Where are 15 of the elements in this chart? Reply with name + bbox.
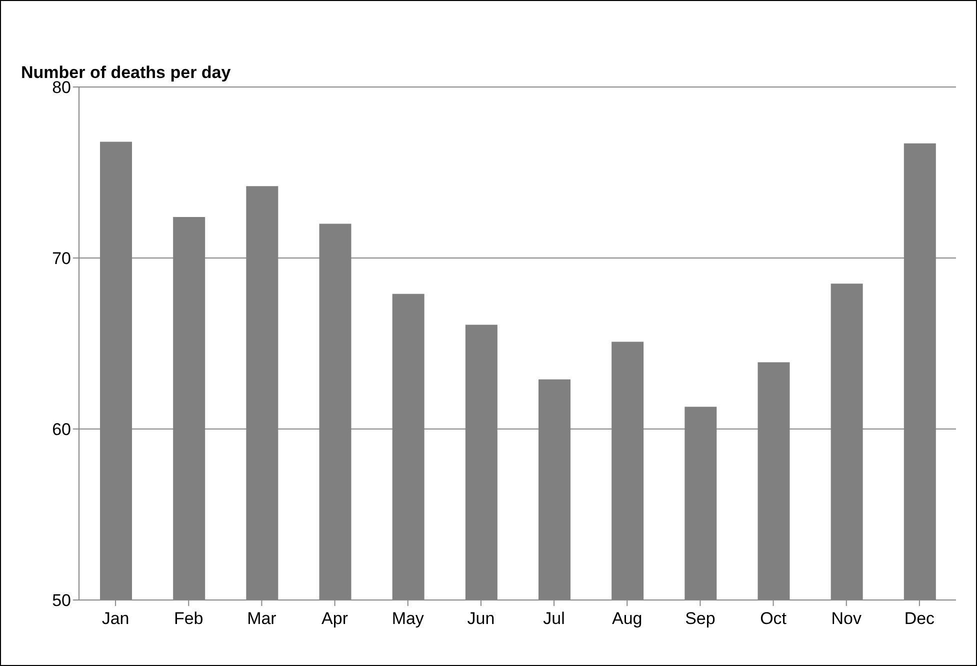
x-tick-label: Feb: [174, 609, 204, 628]
x-tick-label: Dec: [904, 609, 936, 628]
y-tick-label: 60: [52, 420, 71, 440]
x-tick-label: Aug: [612, 609, 642, 628]
x-tick-label: Mar: [247, 609, 277, 628]
x-tick-label: Sep: [685, 609, 716, 628]
y-tick-label: 70: [52, 249, 71, 268]
x-tick-label: Apr: [322, 609, 348, 628]
x-tick-label: Nov: [831, 609, 862, 628]
x-tick-label: Jan: [102, 609, 130, 628]
x-tick-label: May: [392, 609, 424, 628]
x-tick-label: Jun: [467, 609, 495, 628]
y-tick-label: 50: [52, 591, 71, 610]
x-tick-label: Oct: [760, 609, 787, 628]
x-tick-label: Jul: [543, 609, 565, 628]
